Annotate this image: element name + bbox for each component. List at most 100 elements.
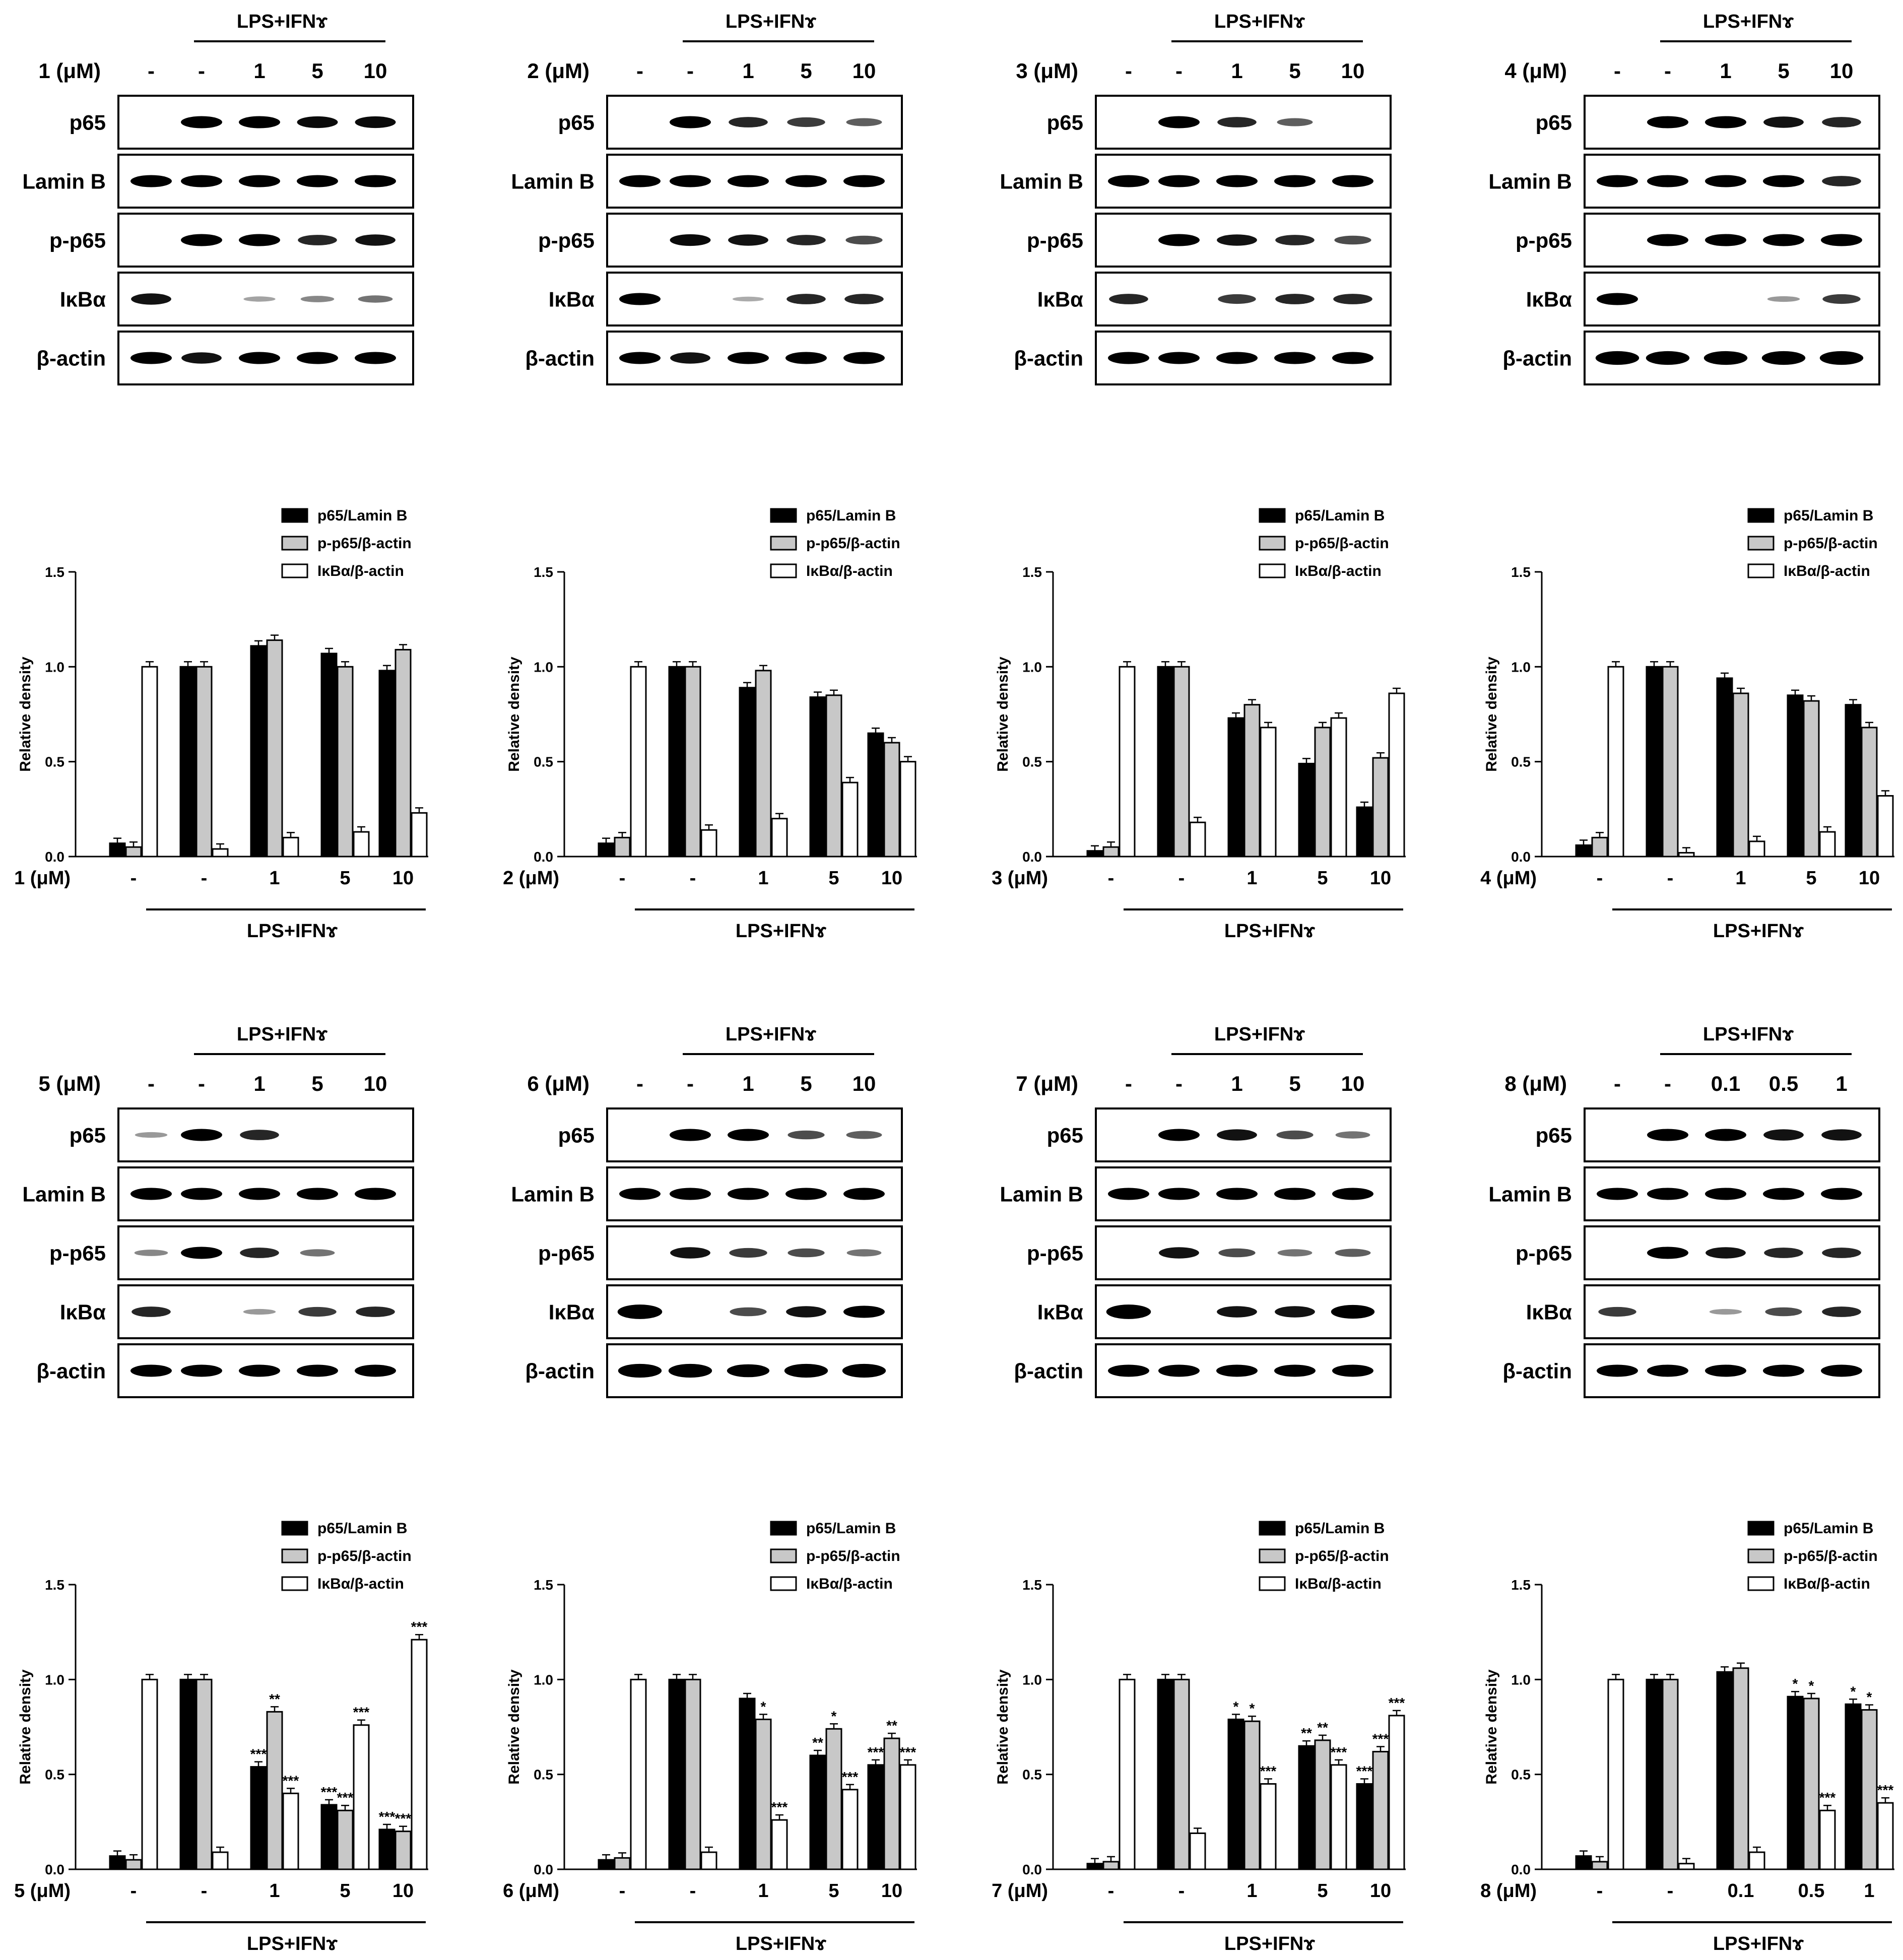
legend-label: p-p65/β-actin <box>1784 1548 1878 1564</box>
blot-dose-label: - <box>636 1072 643 1095</box>
significance-mark: * <box>1867 1689 1872 1705</box>
significance-mark: * <box>1233 1698 1239 1714</box>
significance-mark: *** <box>1356 1763 1373 1779</box>
blot-band <box>1705 1188 1746 1200</box>
blot-band <box>668 1363 712 1378</box>
blot-dose-label: 5 <box>1778 59 1789 83</box>
blot-band <box>1763 116 1804 128</box>
blot-band <box>1821 1364 1862 1377</box>
x-tick-label: - <box>1667 1880 1674 1902</box>
bar <box>883 742 900 858</box>
blot-band <box>730 1307 767 1317</box>
blot-dose-label: - <box>1175 1072 1183 1095</box>
blot-band <box>1705 175 1746 187</box>
bar <box>771 1819 788 1870</box>
blot-band <box>843 175 885 187</box>
blot-band <box>784 1363 828 1378</box>
bar <box>1157 1678 1174 1870</box>
bar <box>125 846 142 858</box>
blot-band <box>1277 118 1313 126</box>
bar <box>282 1792 299 1870</box>
blot-band <box>1647 116 1688 128</box>
blot-band <box>1764 1248 1803 1258</box>
y-tick-label: 0.0 <box>45 1862 64 1877</box>
y-axis-title: Relative density <box>17 1669 34 1785</box>
bar <box>1388 692 1405 858</box>
blot-band <box>1335 1131 1370 1139</box>
blot-row-label: p-p65 <box>538 229 595 252</box>
blot-band <box>297 175 338 187</box>
significance-mark: * <box>1851 1683 1856 1699</box>
blot-band <box>1335 1249 1371 1257</box>
x-tick-label: - <box>1597 1880 1603 1902</box>
blot-row-label: p65 <box>558 1124 595 1147</box>
significance-mark: *** <box>353 1705 370 1720</box>
blot-band <box>298 1306 337 1317</box>
blot-dose-label: - <box>636 59 643 83</box>
blot-dose-label: 5 <box>800 1072 812 1095</box>
blot-dose-label: 10 <box>364 59 387 83</box>
blot-row-label: Lamin B <box>1000 170 1083 193</box>
significance-mark: ** <box>1317 1720 1328 1735</box>
chart-treatment-label: LPS+IFNɤ <box>1224 1933 1315 1954</box>
chart-treatment-label: LPS+IFNɤ <box>736 921 826 942</box>
blot-band <box>846 118 882 126</box>
legend-label: p-p65/β-actin <box>1295 535 1389 552</box>
blot-band <box>1767 296 1800 302</box>
blot-dose-label: 10 <box>1341 1072 1365 1095</box>
blot-row-label: Lamin B <box>1488 170 1572 193</box>
x-compound-label: 7 (μM) <box>992 1880 1048 1902</box>
blot-band <box>1274 175 1316 187</box>
bar <box>1877 1802 1894 1870</box>
legend-swatch <box>281 1576 308 1591</box>
blot-band <box>1763 175 1804 187</box>
y-tick-label: 0.5 <box>534 1767 553 1783</box>
bar <box>1243 704 1261 858</box>
x-compound-label: 5 (μM) <box>14 1880 71 1902</box>
blot-band <box>1108 352 1149 364</box>
blot-dose-label: 1 <box>742 1072 754 1095</box>
blot-band <box>728 352 769 364</box>
legend-swatch <box>281 563 308 578</box>
x-tick-label: - <box>1667 868 1674 889</box>
blot-band <box>239 234 280 246</box>
x-tick-label: 1 <box>269 1880 280 1902</box>
bar <box>1678 1863 1695 1870</box>
x-tick-label: 1 <box>1246 868 1257 889</box>
blot-row-label: β-actin <box>1502 1359 1572 1383</box>
blot-box <box>117 1225 414 1280</box>
legend-swatch <box>1747 508 1775 523</box>
x-tick-label: 0.1 <box>1728 1880 1754 1902</box>
bar <box>1575 1855 1592 1870</box>
blot-row-label: p65 <box>70 1124 106 1147</box>
blot-band <box>1647 1129 1688 1141</box>
y-tick-label: 0.5 <box>1022 754 1042 770</box>
blot-dose-label: - <box>1175 59 1183 83</box>
bar <box>630 1678 647 1870</box>
blot-row-label: β-actin <box>525 347 595 370</box>
blot-band <box>1277 1249 1313 1257</box>
blot-row-label: IκBα <box>1037 288 1083 311</box>
blot-compound-label: 4 (μM) <box>1504 59 1567 83</box>
blot-treatment-label: LPS+IFNɤ <box>1214 1024 1305 1045</box>
x-tick-label: 5 <box>1317 868 1328 889</box>
chart-treatment-label: LPS+IFNɤ <box>1713 921 1804 942</box>
bar <box>825 694 842 858</box>
legend-label: IκBα/β-actin <box>1784 563 1870 579</box>
bar <box>250 1766 267 1870</box>
blot-dose-label: 0.1 <box>1711 1072 1740 1095</box>
y-tick-label: 1.5 <box>1022 1577 1042 1593</box>
x-tick-label: - <box>690 868 696 889</box>
blot-band <box>1332 175 1373 187</box>
significance-mark: * <box>761 1698 766 1714</box>
x-compound-label: 4 (μM) <box>1480 868 1537 889</box>
blot-band <box>1158 1129 1200 1141</box>
chart-treatment-label: LPS+IFNɤ <box>247 1933 338 1954</box>
blot-band <box>728 1188 769 1200</box>
blot-treatment-label: LPS+IFNɤ <box>726 1024 816 1045</box>
blot-band <box>181 1188 222 1200</box>
blot-band <box>240 1130 279 1140</box>
bar <box>1243 1720 1261 1870</box>
blot-band <box>617 1304 663 1319</box>
blot-band <box>240 1248 279 1258</box>
